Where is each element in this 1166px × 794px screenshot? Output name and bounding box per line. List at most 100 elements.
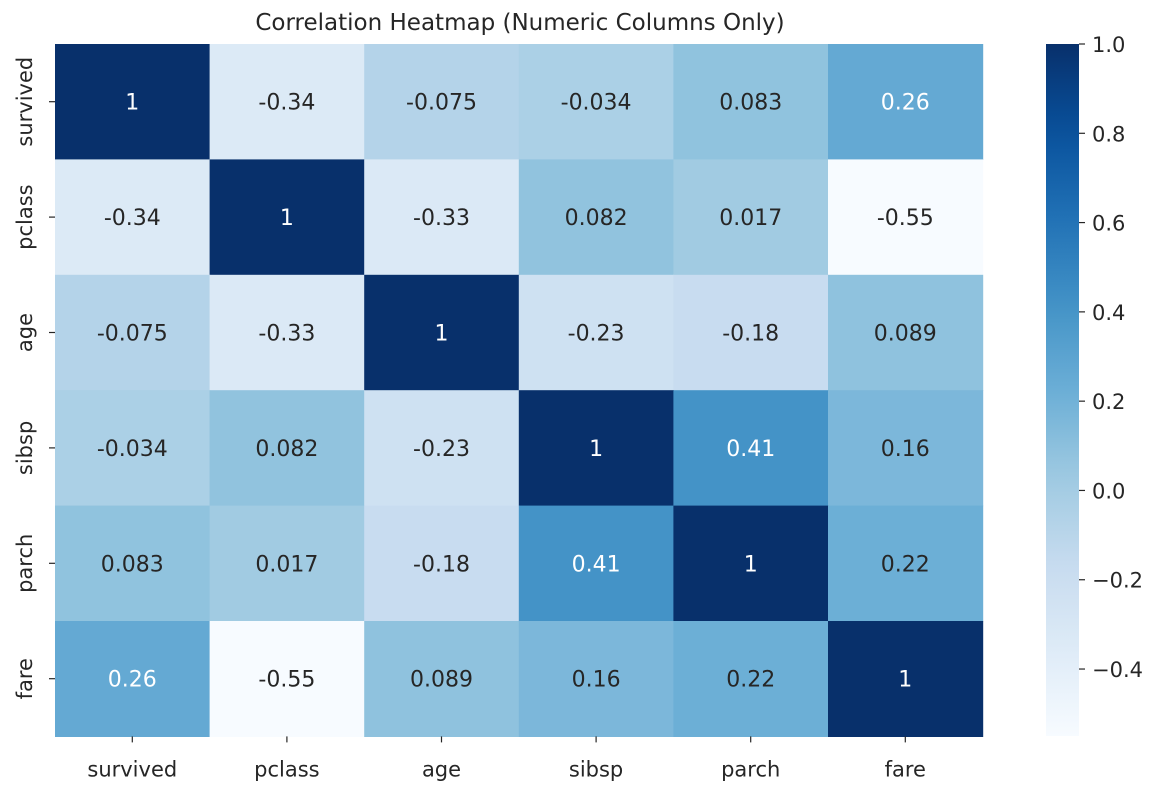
x-tick-label: parch	[721, 757, 780, 781]
heatmap-cell	[518, 274, 674, 391]
cell-annotation: 1	[125, 91, 139, 116]
colorbar-tick-label: −0.2	[1092, 569, 1143, 593]
heatmap-cell	[828, 621, 984, 737]
cell-annotation: 0.083	[101, 552, 164, 577]
heatmap-cell	[209, 621, 365, 737]
cell-annotation: 0.16	[572, 668, 621, 693]
x-tick-labels: survived pclass age sibsp parch fare	[87, 736, 926, 781]
heatmap-cell	[209, 505, 365, 622]
heatmap-cell	[673, 390, 829, 507]
heatmap-cell	[364, 621, 520, 737]
heatmap-cell	[673, 505, 829, 622]
y-tick-label: sibsp	[13, 421, 37, 475]
x-tick-label: fare	[885, 757, 926, 781]
y-tick-labels: survived pclass age sibsp parch fare	[13, 57, 55, 699]
cell-annotation: 0.089	[410, 668, 473, 693]
cell-annotation: -0.33	[258, 322, 315, 347]
x-tick-label: pclass	[254, 757, 319, 781]
y-tick-label: survived	[13, 57, 37, 147]
colorbar: 1.0 0.8 0.6 0.4 0.2 0.0 −0.2 −0.4	[1046, 33, 1143, 736]
y-tick-label: pclass	[13, 184, 37, 249]
heatmap-cell	[55, 159, 211, 276]
cell-annotation: 0.083	[719, 91, 782, 116]
cell-annotation: 0.089	[874, 322, 937, 347]
colorbar-gradient	[1046, 44, 1079, 736]
cell-annotation: -0.55	[877, 206, 934, 231]
heatmap-annotations: 1 -0.34 -0.075 -0.034 0.083 0.26 -0.34 1 -0.33 0.…	[97, 91, 937, 693]
heatmap-cell	[518, 505, 674, 622]
heatmap-cell	[828, 159, 984, 276]
cell-annotation: 0.22	[726, 668, 775, 693]
cell-annotation: -0.034	[561, 91, 632, 116]
colorbar-tick-label: 0.6	[1092, 212, 1125, 236]
heatmap-cell	[55, 621, 211, 737]
heatmap-cell	[55, 274, 211, 391]
heatmap-cell	[673, 621, 829, 737]
chart-title: Correlation Heatmap (Numeric Columns Onl…	[255, 10, 784, 36]
heatmap-cell	[364, 505, 520, 622]
heatmap-cell	[828, 274, 984, 391]
heatmap-cell	[364, 44, 520, 160]
cell-annotation: -0.23	[568, 322, 625, 347]
cell-annotation: 0.22	[881, 552, 930, 577]
x-tick-label: age	[422, 757, 461, 781]
colorbar-tick-label: 1.0	[1092, 33, 1125, 57]
heatmap-cell	[518, 621, 674, 737]
cell-annotation: -0.23	[413, 437, 470, 462]
heatmap-cell	[209, 390, 365, 507]
heatmap-cell	[55, 505, 211, 622]
heatmap-cell	[518, 44, 674, 160]
colorbar-tick-label: 0.2	[1092, 390, 1125, 414]
heatmap-cell	[209, 274, 365, 391]
cell-annotation: 0.26	[881, 91, 930, 116]
cell-annotation: -0.34	[104, 206, 161, 231]
heatmap-cell	[364, 274, 520, 391]
heatmap-cell	[673, 44, 829, 160]
cell-annotation: -0.33	[413, 206, 470, 231]
cell-annotation: -0.34	[258, 91, 315, 116]
heatmap-cell	[828, 390, 984, 507]
colorbar-tick-label: 0.0	[1092, 479, 1125, 503]
heatmap-cell	[673, 159, 829, 276]
heatmap-cell	[209, 159, 365, 276]
y-tick-label: fare	[13, 658, 37, 699]
cell-annotation: 0.41	[726, 437, 775, 462]
cell-annotation: 0.16	[881, 437, 930, 462]
cell-annotation: 0.017	[719, 206, 782, 231]
cell-annotation: -0.18	[413, 552, 470, 577]
cell-annotation: -0.18	[722, 322, 779, 347]
x-tick-label: sibsp	[569, 757, 623, 781]
cell-annotation: 0.017	[255, 552, 318, 577]
colorbar-tick-label: −0.4	[1092, 658, 1143, 682]
colorbar-tick-label: 0.4	[1092, 301, 1125, 325]
heatmap-cells	[55, 44, 984, 737]
cell-annotation: 1	[898, 668, 912, 693]
cell-annotation: 0.26	[108, 668, 157, 693]
cell-annotation: 0.082	[255, 437, 318, 462]
heatmap-cell	[828, 505, 984, 622]
cell-annotation: 1	[435, 322, 449, 347]
heatmap-cell	[518, 159, 674, 276]
y-tick-label: age	[13, 313, 37, 352]
heatmap-cell	[673, 274, 829, 391]
cell-annotation: 1	[744, 552, 758, 577]
heatmap-cell	[364, 390, 520, 507]
x-tick-label: survived	[87, 757, 177, 781]
heatmap-cell	[209, 44, 365, 160]
cell-annotation: -0.55	[258, 668, 315, 693]
heatmap-cell	[828, 44, 984, 160]
heatmap-cell	[55, 44, 211, 160]
heatmap-cell	[55, 390, 211, 507]
heatmap-cell	[364, 159, 520, 276]
cell-annotation: 0.082	[565, 206, 628, 231]
cell-annotation: 1	[280, 206, 294, 231]
cell-annotation: 1	[589, 437, 603, 462]
y-tick-label: parch	[13, 534, 37, 593]
cell-annotation: -0.034	[97, 437, 168, 462]
cell-annotation: -0.075	[406, 91, 477, 116]
cell-annotation: 0.41	[572, 552, 621, 577]
cell-annotation: -0.075	[97, 322, 168, 347]
heatmap-cell	[518, 390, 674, 507]
